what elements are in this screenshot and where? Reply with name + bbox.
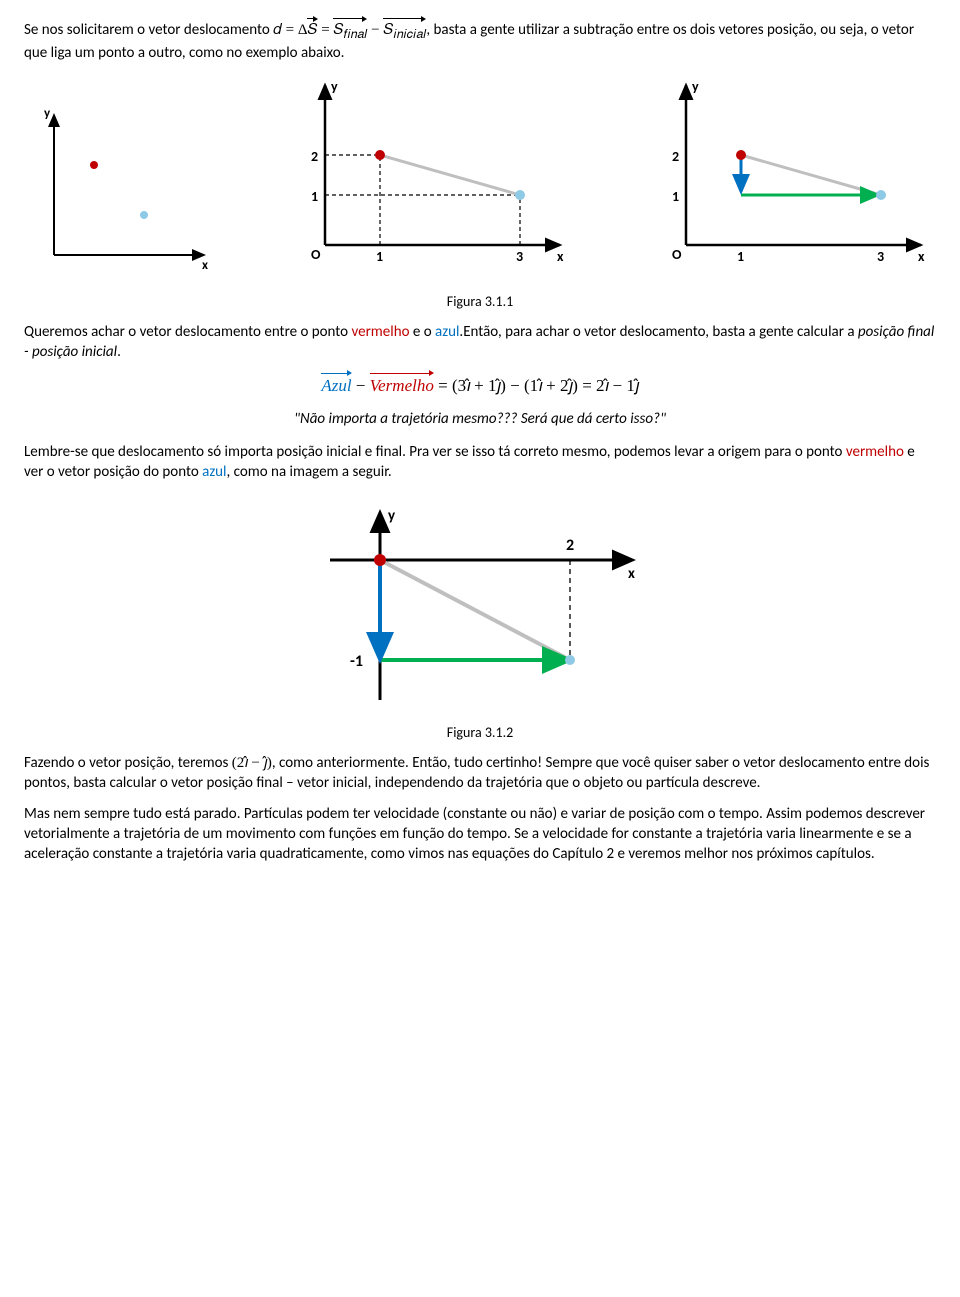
fig1-caption: Figura 3.1.1 — [24, 293, 936, 312]
svg-text:1: 1 — [672, 188, 679, 205]
para3: Lembre-se que deslocamento só importa po… — [24, 442, 936, 483]
para2: Queremos achar o vetor deslocamento entr… — [24, 322, 936, 363]
svg-text:x: x — [557, 248, 564, 265]
intro-math: 𝑑 = Δ𝑆 = 𝑆𝑓𝑖𝑛𝑎𝑙 − 𝑆𝑖𝑛𝑖𝑐𝑖𝑎𝑙 — [273, 22, 426, 38]
svg-text:-1: -1 — [350, 652, 363, 671]
svg-text:1: 1 — [376, 248, 383, 265]
red-point — [90, 161, 98, 169]
vermelho-vec: Vermelho — [370, 375, 434, 398]
y-label: y — [44, 106, 51, 121]
svg-text:x: x — [628, 565, 635, 583]
svg-text:y: y — [692, 78, 699, 95]
svg-text:3: 3 — [516, 248, 523, 265]
azul-vec: Azul — [321, 375, 351, 398]
para4: Fazendo o vetor posição, teremos (2𝚤̂ − … — [24, 753, 936, 794]
blue-point — [140, 211, 148, 219]
svg-text:x: x — [918, 248, 925, 265]
svg-text:1: 1 — [311, 188, 318, 205]
intro-para: Se nos solicitarem o vetor deslocamento … — [24, 20, 936, 63]
svg-text:1: 1 — [737, 248, 744, 265]
svg-text:y: y — [388, 507, 396, 525]
fig1-panel-c: y x O 2 1 1 3 — [646, 75, 936, 285]
quote-center: "Não importa a trajetória mesmo??? Será … — [24, 409, 936, 429]
expr-2i-j: (2𝚤̂ − 𝚥̂) — [232, 755, 272, 771]
formula-rest: = (3𝚤̂ + 1𝚥̂) − (1𝚤̂ + 2𝚥̂) = 2𝚤̂ − 1𝚥̂ — [438, 376, 639, 395]
svg-text:y: y — [331, 78, 338, 95]
figure-3-1-1-row: y x y x O 2 1 1 3 — [24, 75, 936, 285]
para5: Mas nem sempre tudo está parado. Partícu… — [24, 804, 936, 865]
fig2: y x 2 -1 — [290, 500, 670, 720]
svg-text:O: O — [672, 246, 682, 263]
svg-text:O: O — [311, 246, 321, 263]
svg-text:3: 3 — [877, 248, 884, 265]
fig1-panel-b: y x O 2 1 1 3 — [285, 75, 575, 285]
x-label: x — [202, 258, 208, 273]
formula-displacement: Azul − Vermelho = (3𝚤̂ + 1𝚥̂) − (1𝚤̂ + 2… — [24, 375, 936, 398]
svg-text:2: 2 — [566, 536, 574, 555]
svg-text:2: 2 — [311, 148, 318, 165]
vermelho-word: vermelho — [351, 323, 409, 341]
fig1-panel-a: y x — [24, 95, 214, 285]
azul-word: azul — [435, 323, 459, 341]
fig2-caption: Figura 3.1.2 — [24, 724, 936, 743]
svg-text:2: 2 — [672, 148, 679, 165]
intro-pre: Se nos solicitarem o vetor deslocamento — [24, 21, 273, 39]
